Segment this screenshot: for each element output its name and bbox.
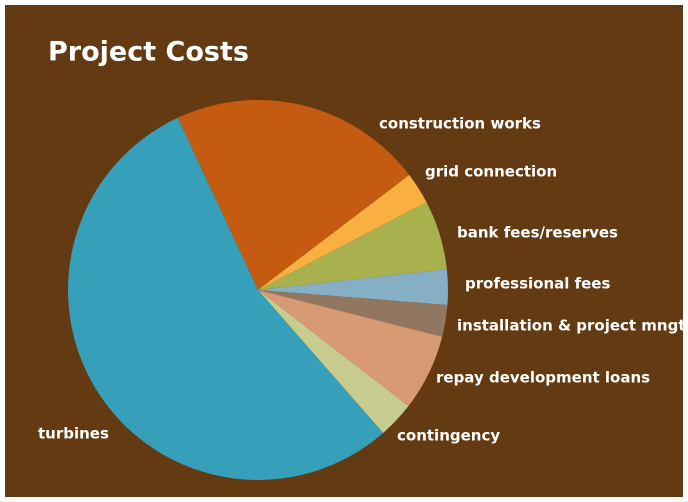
slice-label: grid connection [425,163,557,181]
slice-label: turbines [38,425,109,443]
pie-slice [258,202,447,290]
slice-label: construction works [379,115,541,133]
slice-label: professional fees [465,275,610,293]
pie-slice [177,100,410,290]
chart-title: Project Costs [48,37,249,68]
pie-slice [68,117,384,480]
pie-slice [258,290,448,337]
pie-slice [258,175,427,290]
slice-label: contingency [397,427,500,445]
pie-slice [258,290,443,407]
pie-slice [258,290,409,433]
slice-label: repay development loans [436,369,650,387]
slice-label: installation & project mngt [457,317,686,335]
pie-slice [258,269,448,305]
slice-label: bank fees/reserves [457,224,618,242]
